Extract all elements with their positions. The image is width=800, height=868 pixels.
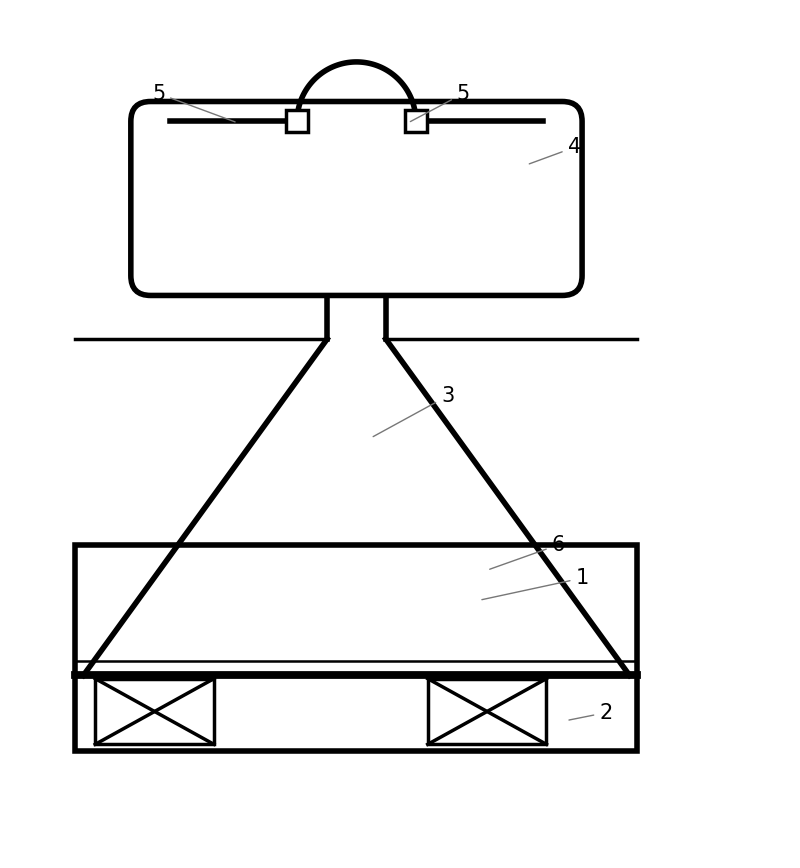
- Text: 3: 3: [373, 386, 454, 437]
- Text: 6: 6: [490, 535, 565, 569]
- Text: 1: 1: [482, 568, 589, 600]
- Text: 4: 4: [530, 137, 581, 164]
- Text: 2: 2: [569, 703, 613, 723]
- Text: 5: 5: [410, 83, 470, 122]
- Bar: [286, 110, 308, 133]
- Bar: [428, 679, 546, 745]
- Text: 5: 5: [152, 83, 235, 122]
- Bar: [405, 110, 427, 133]
- Bar: [95, 679, 214, 745]
- Bar: [75, 545, 638, 751]
- FancyBboxPatch shape: [131, 102, 582, 295]
